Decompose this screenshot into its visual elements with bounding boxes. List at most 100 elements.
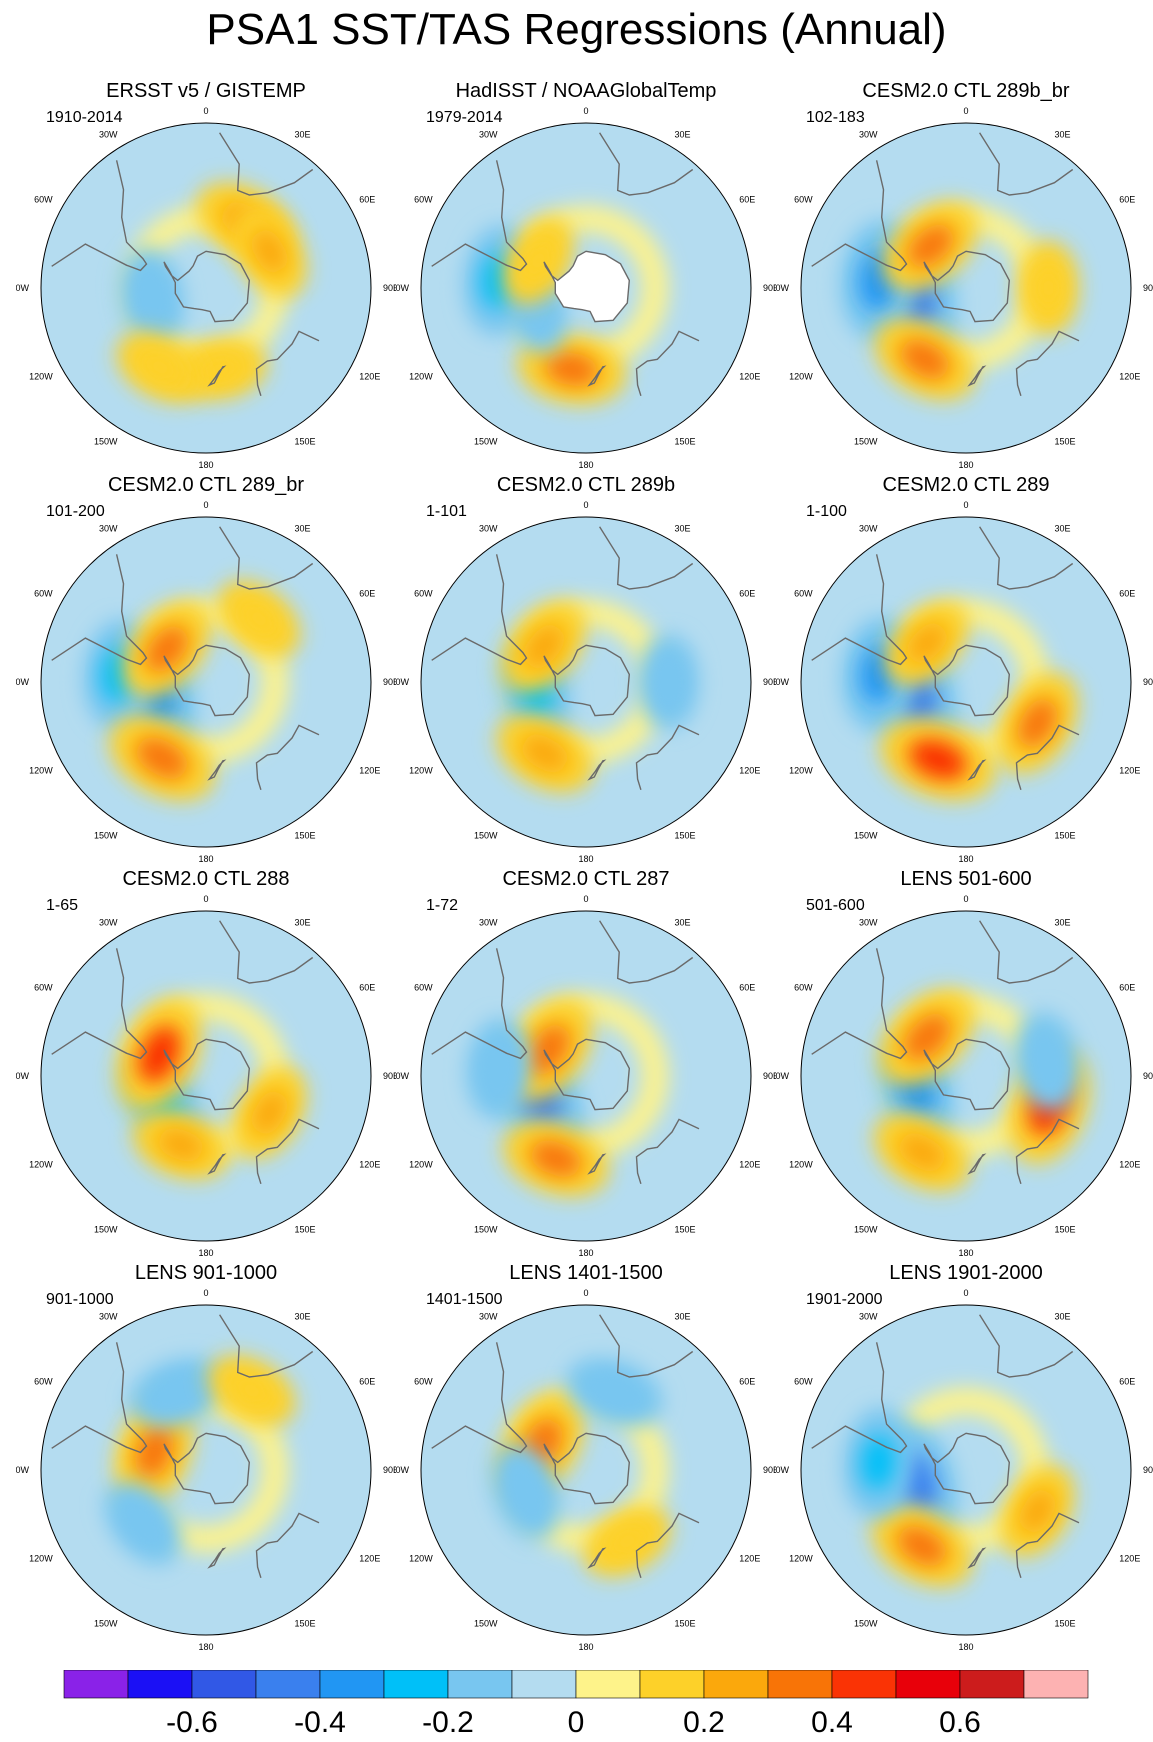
anomaly-core [483, 1044, 514, 1093]
new-zealand-coastline [587, 365, 607, 387]
new-zealand-coastline [207, 759, 227, 781]
longitude-label: 150W [474, 1618, 498, 1628]
longitude-label: 150W [854, 436, 878, 446]
colorbar-swatch [383, 1670, 449, 1699]
longitude-label: 150W [854, 830, 878, 840]
panel-title: CESM2.0 CTL 289 [882, 474, 1050, 496]
longitude-label: 180 [198, 1642, 213, 1652]
anomaly-core [231, 1373, 273, 1408]
longitude-label: 30E [1055, 130, 1071, 140]
australia-coastline [255, 1512, 320, 1579]
anomaly-core [521, 239, 556, 282]
map-border [40, 1304, 372, 1636]
longitude-label: 90W [396, 1071, 409, 1081]
longitude-label: 30E [675, 918, 691, 928]
longitude-label: 30W [859, 130, 878, 140]
panel-period: 1910-2014 [46, 109, 123, 126]
polar-map: 0 30E 60E 90E 120E 150E 180 150W 120W 90W 60W 30W [396, 500, 776, 864]
longitude-label: 60W [34, 983, 53, 993]
australia-coastline [1015, 1512, 1080, 1579]
antarctica-coastline [923, 644, 1011, 717]
map-panel: CESM2.0 CTL 289b_br 102-183 0 30E 60E 90E 120E… [776, 78, 1153, 473]
panel-title: CESM2.0 CTL 287 [502, 868, 670, 890]
longitude-label: 30E [295, 524, 311, 534]
longitude-label: 120E [739, 766, 760, 776]
anomaly-core [251, 1090, 288, 1135]
longitude-label: 30E [295, 1312, 311, 1322]
longitude-label: 120E [1119, 372, 1140, 382]
colorbar-swatch [831, 1670, 897, 1699]
colorbar-tick-label: 0.2 [683, 1706, 725, 1739]
longitude-label: 0 [963, 1288, 968, 1298]
antarctica-coastline [163, 1038, 251, 1111]
colorbar-swatch [959, 1670, 1025, 1699]
colorbar-swatch [319, 1670, 385, 1699]
longitude-label: 90W [16, 1071, 29, 1081]
longitude-label: 180 [578, 460, 593, 470]
longitude-label: 60E [739, 1377, 755, 1387]
map-panel: CESM2.0 CTL 287 1-72 0 30E 60E 90E 120E 150E 180… [396, 866, 776, 1261]
anomaly-core [138, 1026, 181, 1083]
africa-coastline [599, 132, 694, 196]
map-border [420, 910, 752, 1242]
longitude-label: 120W [409, 1160, 433, 1170]
anomaly-core [154, 1376, 201, 1409]
south-america-coastline [51, 160, 148, 272]
longitude-label: 120W [789, 1554, 813, 1564]
new-zealand-coastline [587, 759, 607, 781]
longitude-label: 90W [776, 1071, 789, 1081]
africa-coastline [979, 920, 1074, 984]
africa-coastline [599, 1314, 694, 1378]
africa-coastline [599, 526, 694, 590]
longitude-label: 150W [474, 830, 498, 840]
longitude-label: 60W [34, 1377, 53, 1387]
longitude-label: 0 [963, 894, 968, 904]
panel-title: CESM2.0 CTL 288 [122, 868, 290, 890]
longitude-label: 90W [776, 1465, 789, 1475]
longitude-label: 60W [794, 589, 813, 599]
south-america-coastline [51, 554, 148, 666]
anomaly-core [526, 1024, 571, 1076]
new-zealand-coastline [587, 1153, 607, 1175]
new-zealand-coastline [967, 365, 987, 387]
colorbar-swatch [639, 1670, 705, 1699]
polar-map: 0 30E 60E 90E 120E 150E 180 150W 120W 90W 60W 30W [16, 106, 396, 470]
longitude-label: 60E [359, 983, 375, 993]
longitude-label: 150E [295, 1618, 316, 1628]
colorbar: -0.6 -0.4 -0.2 0 0.2 0.4 0.6 [63, 1670, 1089, 1739]
longitude-label: 30W [99, 524, 118, 534]
longitude-label: 180 [958, 1642, 973, 1652]
longitude-label: 90W [396, 1465, 409, 1475]
colorbar-tick-label: -0.4 [294, 1706, 346, 1739]
colorbar-tick-label: -0.2 [422, 1706, 474, 1739]
longitude-label: 90E [383, 1071, 396, 1081]
longitude-label: 0 [583, 894, 588, 904]
anomaly-core [654, 659, 683, 705]
longitude-label: 60E [1119, 589, 1135, 599]
longitude-label: 0 [203, 500, 208, 510]
south-america-coastline [51, 1342, 148, 1454]
map-border [420, 122, 752, 454]
australia-coastline [255, 330, 320, 397]
longitude-label: 120W [789, 372, 813, 382]
colorbar-swatch [1023, 1670, 1089, 1699]
longitude-label: 30E [675, 1312, 691, 1322]
africa-coastline [979, 1314, 1074, 1378]
longitude-label: 90W [16, 677, 29, 687]
ocean-background [801, 517, 1131, 847]
polar-map: 0 30E 60E 90E 120E 150E 180 150W 120W 90W 60W 30W [776, 1288, 1153, 1652]
longitude-label: 90E [1143, 677, 1153, 687]
polar-map: 0 30E 60E 90E 120E 150E 180 150W 120W 90W 60W 30W [776, 894, 1153, 1258]
longitude-label: 90E [763, 1465, 776, 1475]
panel-period: 1-100 [806, 503, 847, 520]
longitude-label: 150W [94, 1618, 118, 1628]
longitude-label: 60E [739, 195, 755, 205]
south-america-coastline [811, 1342, 908, 1454]
anomaly-core [509, 1468, 543, 1516]
longitude-label: 150W [474, 436, 498, 446]
longitude-label: 120E [739, 1160, 760, 1170]
longitude-label: 120W [29, 1554, 53, 1564]
panel-period: 1901-2000 [806, 1291, 883, 1308]
longitude-label: 120E [1119, 1160, 1140, 1170]
new-zealand-coastline [207, 1153, 227, 1175]
